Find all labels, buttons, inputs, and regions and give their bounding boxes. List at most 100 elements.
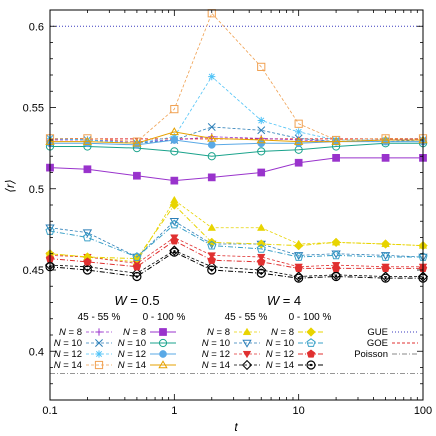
data-point: [381, 137, 390, 146]
legend-marker: [306, 360, 316, 370]
series-line: [50, 142, 423, 157]
data-point: [169, 245, 180, 256]
data-point: [331, 271, 341, 282]
legend-label: N = 12: [202, 349, 230, 360]
series-w05-mid-n14: [45, 9, 428, 146]
series-w05-full-n14: [45, 127, 428, 147]
data-point: [331, 250, 341, 260]
legend-marker: [242, 350, 252, 359]
series-line: [49, 237, 423, 268]
data-point: [257, 62, 266, 71]
data-point: [207, 223, 217, 231]
data-point: [256, 268, 266, 278]
data-point: [256, 257, 266, 266]
data-point-dot: [297, 276, 300, 280]
legend-marker: [95, 339, 103, 347]
legend-pct-w05-full: 0 - 100 %: [143, 312, 186, 323]
data-point: [381, 154, 390, 162]
x-tick-label: 1: [171, 405, 177, 417]
series-line: [49, 223, 423, 258]
data-point: [331, 136, 341, 145]
data-point: [257, 147, 266, 156]
data-point: [170, 105, 179, 114]
data-point: [170, 136, 179, 144]
data-point: [293, 240, 304, 251]
data-point-dot: [210, 268, 213, 272]
data-point: [170, 236, 179, 245]
data-point: [170, 176, 179, 185]
legend-label: N = 8: [59, 327, 82, 338]
legend-marker: [242, 339, 252, 348]
series-w4-full-n10: [45, 219, 428, 261]
data-point: [380, 271, 391, 282]
data-point: [82, 136, 93, 145]
legend-pct-w4-mid: 45 - 55 %: [225, 312, 268, 323]
plot-area: [44, 9, 429, 401]
legend-ref-label: Poisson: [354, 349, 388, 360]
data-point-dot: [135, 275, 139, 278]
y-tick-label: 0.55: [23, 103, 44, 115]
legend-label: N = 8: [271, 327, 294, 338]
data-point: [380, 252, 391, 261]
legend-header-w4: W = 4: [267, 293, 301, 308]
legend-marker: [158, 360, 168, 369]
series-line: [49, 220, 424, 258]
legend-marker: [159, 350, 167, 358]
legend-pct-w05-mid: 45 - 55 %: [78, 312, 121, 323]
series-line: [49, 76, 423, 144]
series-w4-full-n8: [45, 200, 428, 264]
legend-marker: [242, 327, 252, 336]
series-w05-full-n8: [46, 154, 427, 185]
data-point: [294, 252, 304, 261]
series-line: [49, 199, 424, 263]
data-point: [294, 263, 303, 273]
data-point: [170, 147, 179, 156]
data-point: [207, 141, 216, 149]
series-line: [50, 12, 423, 143]
series-line: [50, 139, 423, 146]
data-point: [207, 173, 216, 182]
data-point: [169, 127, 180, 136]
legend-marker: [306, 327, 316, 337]
data-point: [256, 264, 267, 276]
series-w05-full-n10: [45, 139, 428, 161]
data-point: [294, 139, 303, 148]
legend-marker: [95, 328, 103, 336]
series-line: [49, 204, 424, 260]
data-point: [207, 237, 217, 248]
data-point: [331, 237, 341, 248]
data-point: [294, 273, 304, 283]
data-point: [207, 133, 217, 142]
data-point-dot: [384, 276, 387, 280]
data-point: [169, 200, 180, 210]
x-axis-label: t: [234, 420, 238, 434]
y-tick-label: 0.4: [29, 346, 44, 358]
legend-label: N = 10: [202, 338, 230, 349]
series-w4-full-n12: [45, 236, 428, 273]
data-point: [82, 265, 93, 275]
legend-marker: [306, 338, 316, 347]
data-point-dot: [334, 275, 338, 278]
data-point: [83, 165, 92, 174]
data-point: [294, 119, 303, 128]
data-point: [257, 126, 266, 135]
data-point: [331, 263, 341, 273]
y-tick-label: 0.6: [29, 21, 44, 33]
data-point-dot: [173, 250, 176, 254]
legend-marker: [95, 350, 103, 358]
data-point: [133, 171, 141, 180]
series-line: [49, 157, 423, 182]
data-point: [208, 73, 216, 81]
legend: W = 0.5 W = 4 45 - 55 % 0 - 100 % 45 - 55 % 0…: [54, 293, 418, 371]
data-point: [332, 154, 340, 162]
data-point: [169, 247, 179, 257]
legend-label: N = 14: [54, 360, 82, 371]
legend-header-w05: W = 0.5: [114, 293, 159, 308]
data-point: [294, 158, 303, 167]
data-point: [207, 240, 217, 250]
data-point: [83, 139, 92, 148]
series-line: [49, 251, 423, 279]
legend-marker: [241, 359, 253, 371]
legend-ref-label: GOE: [367, 338, 388, 349]
data-point: [256, 135, 266, 144]
